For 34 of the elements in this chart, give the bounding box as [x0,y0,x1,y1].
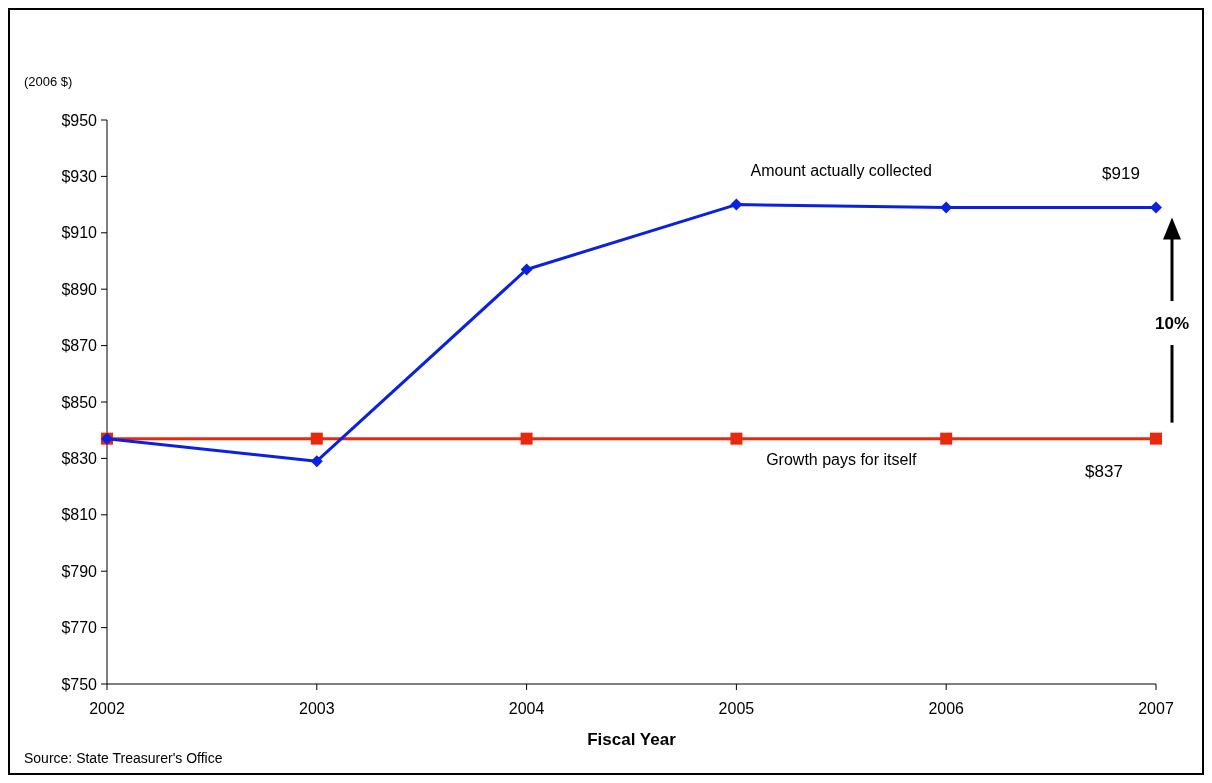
y-tick-label: $950 [61,111,98,129]
y-tick-label: $910 [61,224,98,242]
point [310,455,323,468]
x-tick-label: 2003 [299,700,335,717]
annotation: 10% [1154,313,1190,333]
y-tick-label: $890 [61,280,98,298]
annotation: $919 [1102,164,1140,184]
y-tick-label: $830 [61,450,98,467]
point [730,432,743,445]
series-label: Growth pays for itself [766,450,917,468]
y-tick-label: $850 [61,393,98,411]
point [520,432,533,445]
x-tick-label: 2006 [928,700,965,717]
point [310,432,323,445]
point [940,432,953,445]
series-label: Amount actually collected [750,162,933,180]
x-tick-label: 2004 [508,700,545,717]
y-tick-label: $810 [61,506,98,524]
y-tick-label: $790 [61,562,98,580]
annotation: $837 [1085,461,1123,481]
x-axis-title: Fiscal Year [587,730,677,749]
y-tick-label: $770 [61,619,98,637]
y-axis-title: (2006 $) [24,74,73,89]
y-tick-label: $750 [61,675,98,693]
y-tick-label: $870 [61,337,98,355]
x-tick-label: 2005 [718,700,755,717]
x-tick-label: 2007 [1138,700,1174,717]
point [1150,432,1162,445]
point [730,198,743,211]
point [1150,201,1162,214]
source-note: Source: State Treasurer's Office [24,750,223,766]
y-tick-label: $930 [61,168,98,185]
point [520,263,533,276]
x-tick-label: 2002 [89,700,125,717]
